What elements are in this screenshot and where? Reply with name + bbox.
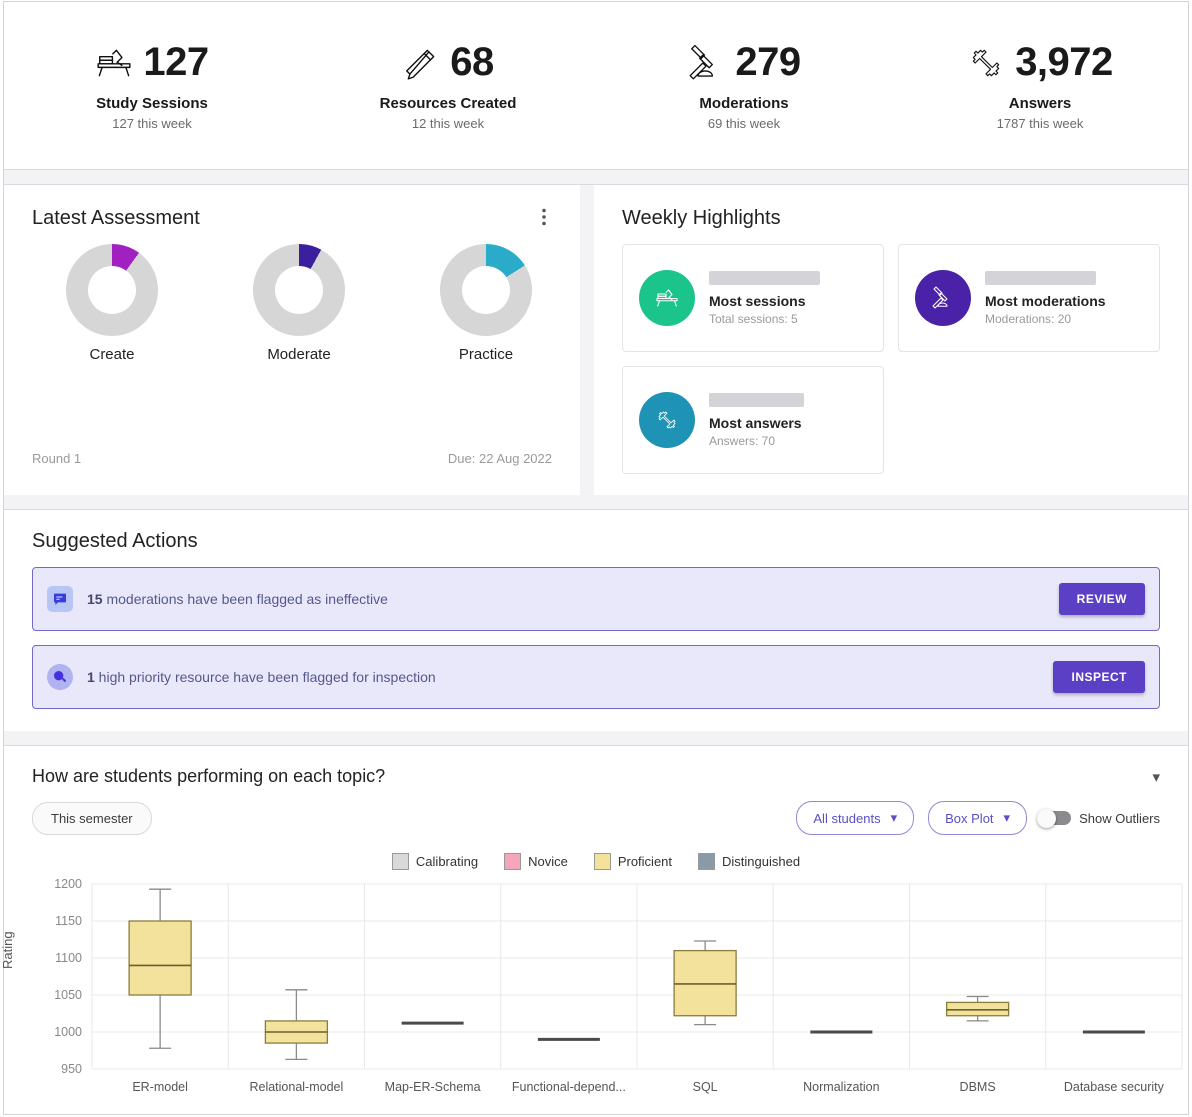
svg-text:DBMS: DBMS	[960, 1080, 996, 1094]
svg-text:SQL: SQL	[693, 1080, 718, 1094]
svg-text:Relational-model: Relational-model	[249, 1080, 343, 1094]
svg-text:ER-model: ER-model	[132, 1080, 188, 1094]
svg-text:950: 950	[61, 1062, 82, 1076]
svg-text:1200: 1200	[54, 877, 82, 891]
svg-text:1100: 1100	[55, 951, 82, 965]
svg-text:Database security: Database security	[1064, 1080, 1165, 1094]
svg-text:1150: 1150	[55, 914, 82, 928]
svg-text:Map-ER-Schema: Map-ER-Schema	[385, 1080, 481, 1094]
svg-text:1050: 1050	[54, 988, 82, 1002]
svg-text:Functional-depend...: Functional-depend...	[512, 1080, 626, 1094]
svg-text:1000: 1000	[54, 1025, 82, 1039]
svg-text:Normalization: Normalization	[803, 1080, 879, 1094]
